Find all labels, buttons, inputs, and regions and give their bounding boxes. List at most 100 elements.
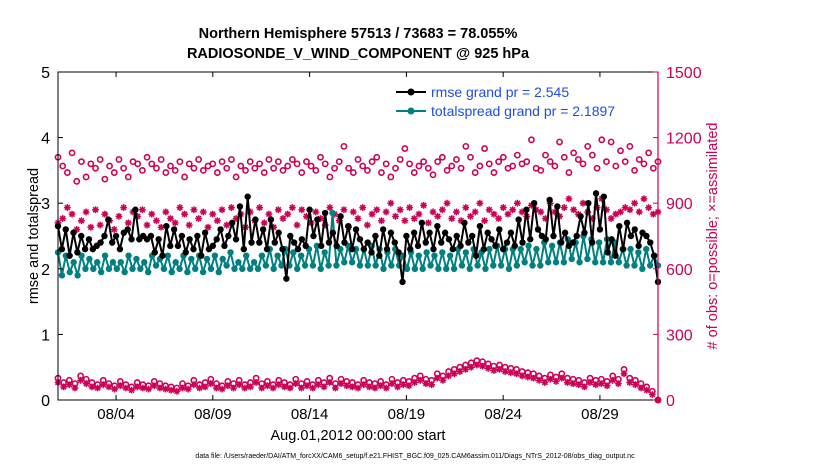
- obs-point-possible: [321, 160, 329, 168]
- obs-point-assimilated: [378, 217, 385, 225]
- obs-point-assimilated: [68, 210, 76, 218]
- obs-point-assimilated: [139, 384, 147, 392]
- obs-point-assimilated: [649, 210, 657, 218]
- series-point-spread: [223, 262, 230, 269]
- obs-point-possible: [110, 169, 118, 176]
- obs-point-possible: [349, 169, 357, 176]
- series-point-rmse: [619, 245, 627, 253]
- obs-point-assimilated: [476, 199, 484, 207]
- series-point-rmse: [561, 229, 569, 236]
- obs-point-possible: [429, 171, 437, 179]
- obs-point-assimilated: [281, 383, 288, 391]
- obs-point-assimilated: [256, 204, 263, 211]
- obs-point-possible: [448, 162, 456, 170]
- series-point-spread: [117, 259, 124, 266]
- obs-point-assimilated: [382, 208, 390, 216]
- series-point-rmse: [345, 222, 352, 230]
- obs-point-assimilated: [265, 210, 273, 218]
- legend-rmse-marker: [407, 88, 415, 96]
- y-axis-label-left: rmse and totalspread: [26, 168, 42, 304]
- series-point-spread: [411, 265, 419, 272]
- obs-point-assimilated: [467, 212, 474, 220]
- series-point-rmse: [530, 200, 538, 207]
- series-point-spread: [431, 252, 438, 259]
- obs-point-assimilated: [167, 386, 175, 394]
- series-point-spread: [137, 265, 144, 272]
- obs-point-assimilated: [120, 204, 128, 211]
- series-point-rmse: [627, 232, 635, 240]
- obs-point-assimilated: [445, 372, 452, 380]
- series-point-spread: [82, 265, 89, 272]
- series-point-spread: [90, 265, 97, 272]
- y-tick-label-left: 0: [41, 393, 50, 410]
- series-point-rmse: [147, 232, 155, 240]
- series-point-spread: [380, 265, 387, 272]
- series-point-spread: [446, 252, 454, 259]
- obs-point-possible: [607, 138, 615, 146]
- obs-point-assimilated: [162, 208, 170, 216]
- series-point-rmse: [558, 239, 565, 246]
- series-point-rmse: [453, 232, 460, 240]
- series-point-spread: [133, 255, 140, 263]
- obs-point-possible: [537, 166, 545, 174]
- series-point-rmse: [170, 226, 178, 233]
- series-point-spread: [294, 265, 301, 272]
- series-point-rmse: [163, 222, 170, 230]
- series-point-rmse: [256, 239, 263, 246]
- obs-point-possible: [251, 164, 259, 172]
- series-point-spread: [199, 268, 207, 276]
- obs-point-assimilated: [185, 221, 193, 229]
- axes-group: [57, 71, 659, 401]
- series-point-spread: [423, 249, 430, 256]
- series-point-spread: [262, 262, 270, 269]
- obs-point-assimilated: [422, 380, 430, 387]
- series-point-rmse: [457, 242, 464, 250]
- obs-point-possible: [209, 160, 217, 168]
- obs-point-assimilated: [60, 383, 68, 391]
- obs-point-assimilated: [392, 212, 399, 220]
- series-point-rmse: [321, 209, 329, 217]
- series-point-rmse: [480, 245, 488, 253]
- obs-point-assimilated: [518, 372, 526, 380]
- series-point-spread: [176, 265, 183, 272]
- obs-point-assimilated: [401, 217, 409, 225]
- series-point-spread: [290, 249, 297, 256]
- obs-point-assimilated: [556, 212, 563, 220]
- obs-point-possible: [556, 138, 563, 146]
- obs-point-assimilated: [490, 367, 498, 374]
- series-point-spread: [521, 259, 528, 266]
- obs-point-possible: [593, 164, 601, 172]
- obs-point-assimilated: [429, 208, 437, 216]
- series-point-rmse: [252, 216, 259, 223]
- obs-point-possible: [438, 153, 446, 161]
- series-point-rmse: [631, 226, 638, 233]
- y-tick-label-left: 2: [41, 262, 50, 279]
- series-point-rmse: [581, 229, 588, 236]
- series-point-rmse: [225, 232, 232, 240]
- obs-point-assimilated: [467, 363, 475, 371]
- obs-point-possible: [457, 164, 465, 172]
- obs-point-possible: [274, 158, 282, 166]
- series-point-spread: [372, 262, 379, 269]
- series-point-spread: [329, 209, 336, 217]
- series-point-spread: [192, 265, 199, 272]
- obs-point-assimilated: [224, 382, 232, 390]
- obs-point-assimilated: [124, 219, 132, 227]
- series-point-rmse: [577, 213, 584, 220]
- obs-point-assimilated: [111, 385, 119, 393]
- series-point-rmse: [368, 249, 375, 256]
- series-group: [54, 136, 662, 404]
- obs-point-assimilated: [274, 206, 282, 214]
- obs-series-assimilated_low: [54, 361, 662, 404]
- obs-point-assimilated: [235, 381, 243, 389]
- series-point-rmse: [616, 222, 623, 230]
- obs-point-assimilated: [122, 384, 130, 392]
- series-point-spread: [231, 265, 238, 272]
- obs-point-assimilated: [626, 379, 634, 386]
- y-tick-label-left: 1: [41, 327, 50, 344]
- series-point-spread: [643, 245, 650, 253]
- series-point-rmse: [232, 236, 240, 243]
- obs-point-assimilated: [171, 219, 179, 227]
- obs-point-assimilated: [569, 380, 577, 387]
